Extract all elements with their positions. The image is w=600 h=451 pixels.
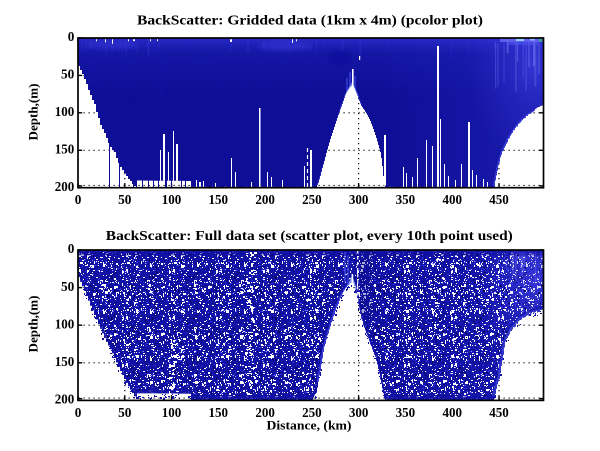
svg-text:50: 50 [61,67,74,82]
svg-text:0: 0 [75,405,82,420]
svg-text:300: 300 [349,192,369,207]
svg-text:450: 450 [489,192,509,207]
svg-text:400: 400 [442,405,462,420]
svg-text:100: 100 [162,405,182,420]
svg-text:400: 400 [442,192,462,207]
svg-text:100: 100 [162,192,182,207]
svg-text:350: 350 [396,405,416,420]
svg-text:250: 250 [302,405,322,420]
svg-text:100: 100 [55,104,75,119]
svg-text:Depth,(m): Depth,(m) [25,84,40,141]
svg-text:100: 100 [55,316,75,331]
svg-text:250: 250 [302,192,322,207]
svg-text:350: 350 [396,192,416,207]
svg-text:150: 150 [55,354,75,369]
svg-text:Distance, (km): Distance, (km) [267,418,352,433]
svg-text:0: 0 [68,241,75,256]
svg-text:300: 300 [349,405,369,420]
svg-text:BackScatter: Gridded data (1km: BackScatter: Gridded data (1km x 4m) (pc… [137,13,483,28]
svg-text:Depth,(m): Depth,(m) [25,296,40,353]
svg-text:0: 0 [68,29,75,44]
svg-text:BackScatter: Full data set (sc: BackScatter: Full data set (scatter plot… [106,228,513,243]
svg-text:150: 150 [209,192,229,207]
svg-text:0: 0 [75,192,82,207]
svg-text:200: 200 [55,392,75,407]
svg-text:200: 200 [55,179,75,194]
svg-text:150: 150 [209,405,229,420]
svg-text:200: 200 [255,405,275,420]
svg-text:450: 450 [489,405,509,420]
svg-text:50: 50 [61,279,74,294]
svg-text:50: 50 [118,405,131,420]
svg-text:200: 200 [255,192,275,207]
svg-text:150: 150 [55,142,75,157]
svg-text:50: 50 [118,192,131,207]
